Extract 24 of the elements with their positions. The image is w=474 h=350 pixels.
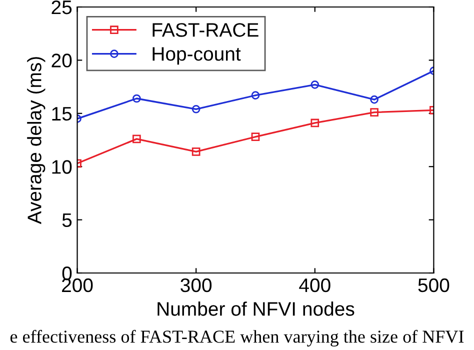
point: [310, 80, 320, 89]
y-tick-label: 25: [52, 0, 72, 14]
x-tick-label: 300: [180, 278, 212, 292]
point: [310, 118, 320, 128]
point: [251, 132, 260, 141]
y-tick-label: 20: [52, 54, 72, 68]
y-tick-label: 5: [62, 213, 72, 228]
legend-label: Hop-count: [152, 47, 241, 65]
point: [370, 108, 378, 117]
y-axis-title: Average delay (ms): [27, 57, 46, 224]
point: [132, 134, 141, 144]
y-tick-label: 15: [52, 107, 72, 121]
point: [251, 91, 260, 100]
y-tick-label: 10: [52, 160, 72, 174]
x-tick-label: 200: [62, 278, 93, 292]
text: e effectiveness of FAST-RACE when varying the size of NFVI: [10, 330, 464, 346]
point: [132, 94, 141, 103]
x-axis-title: Number of NFVI nodes: [158, 302, 354, 316]
point: [192, 104, 200, 114]
legend-label: FAST-RACE: [152, 23, 258, 37]
point: [192, 148, 200, 156]
point: [370, 95, 378, 104]
x-tick-label: 400: [299, 278, 330, 292]
x-tick-label: 500: [418, 278, 450, 292]
